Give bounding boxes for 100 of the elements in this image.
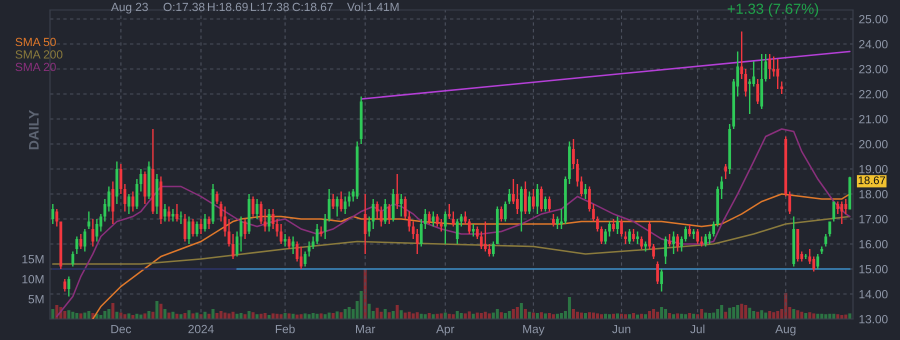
candlestick <box>232 233 234 260</box>
bar <box>187 310 190 319</box>
candlestick <box>164 203 166 222</box>
bar <box>404 312 407 319</box>
y-tick-label: 16.00 <box>859 240 888 248</box>
bar <box>804 313 808 319</box>
bar <box>504 313 507 319</box>
bar <box>792 309 796 319</box>
candlestick <box>176 203 178 222</box>
bar <box>87 311 90 319</box>
bar <box>652 309 656 319</box>
bar <box>596 313 599 319</box>
bar <box>516 307 519 319</box>
candlestick <box>580 176 583 198</box>
x-tick-label: Feb <box>276 324 295 334</box>
bar <box>328 312 331 319</box>
bar <box>163 309 166 319</box>
bar <box>836 314 840 319</box>
candlestick <box>660 268 663 292</box>
candlestick <box>676 233 679 252</box>
bar <box>760 310 764 319</box>
bar <box>548 313 551 319</box>
bar <box>808 312 812 319</box>
bar <box>344 309 347 319</box>
candlestick <box>172 208 174 222</box>
bar <box>752 311 756 319</box>
bar <box>736 305 740 319</box>
bar <box>308 314 311 319</box>
candlestick <box>548 196 551 212</box>
candlestick <box>656 260 659 285</box>
bar <box>796 310 800 319</box>
bar <box>428 313 431 319</box>
bar <box>139 314 142 319</box>
bar <box>644 314 648 319</box>
bar <box>616 313 620 319</box>
candlestick <box>704 233 708 248</box>
bar <box>272 313 275 319</box>
candlestick <box>292 236 295 255</box>
bar <box>664 309 668 319</box>
candlestick <box>236 230 238 258</box>
bar <box>147 311 150 319</box>
bar <box>212 309 215 319</box>
bar <box>484 312 487 319</box>
y-tick-label: 19.00 <box>859 165 888 174</box>
bar <box>704 312 708 319</box>
candlestick <box>91 218 94 248</box>
candlestick <box>280 223 282 245</box>
bar <box>844 314 848 319</box>
bar <box>708 313 712 319</box>
bar <box>512 309 515 319</box>
annotation: C:18.67 <box>292 2 333 12</box>
candlestick <box>244 218 246 240</box>
candlestick <box>668 233 671 248</box>
candlestick <box>672 230 675 255</box>
bar <box>520 303 523 319</box>
candlestick <box>240 216 242 252</box>
bar <box>240 313 243 319</box>
bar <box>656 312 660 319</box>
bar <box>628 314 632 319</box>
bar <box>560 313 563 319</box>
x-tick-label: Jul <box>690 324 704 334</box>
bar <box>756 312 760 319</box>
candlestick <box>284 233 286 248</box>
candlestick <box>644 240 647 252</box>
candlestick <box>308 240 311 258</box>
candlestick <box>576 158 579 188</box>
y-tick-label: 14.00 <box>859 290 888 298</box>
bar <box>155 301 158 319</box>
candlestick <box>596 216 599 232</box>
candlestick <box>316 223 319 245</box>
candlestick <box>664 236 667 265</box>
annotation: H:18.69 <box>208 2 248 12</box>
bar <box>304 313 307 319</box>
text: SMA 20 <box>16 62 56 72</box>
candlestick <box>572 138 575 170</box>
bar <box>744 305 748 319</box>
bar <box>232 312 235 319</box>
candlestick <box>296 240 299 262</box>
bar <box>452 314 455 319</box>
candlestick <box>288 236 290 250</box>
candlestick <box>224 206 226 238</box>
bar <box>608 314 611 319</box>
y-tick-label: 24.00 <box>859 40 888 48</box>
bar <box>584 313 587 319</box>
candlestick <box>688 223 691 238</box>
bar <box>143 313 146 319</box>
candlestick <box>528 190 531 215</box>
candlestick <box>260 200 262 225</box>
candlestick <box>532 188 535 210</box>
candlestick <box>111 180 114 225</box>
annotation: +1.33 (7.67%) <box>728 3 818 17</box>
candlestick <box>636 230 639 245</box>
bar <box>468 311 471 319</box>
candlestick <box>184 213 186 242</box>
candlestick <box>536 183 539 215</box>
y-tick-label: 25.00 <box>859 15 888 24</box>
bar <box>167 312 170 319</box>
bar <box>440 313 443 319</box>
y-tick-label: 18.00 <box>859 190 888 198</box>
bar <box>508 311 511 319</box>
